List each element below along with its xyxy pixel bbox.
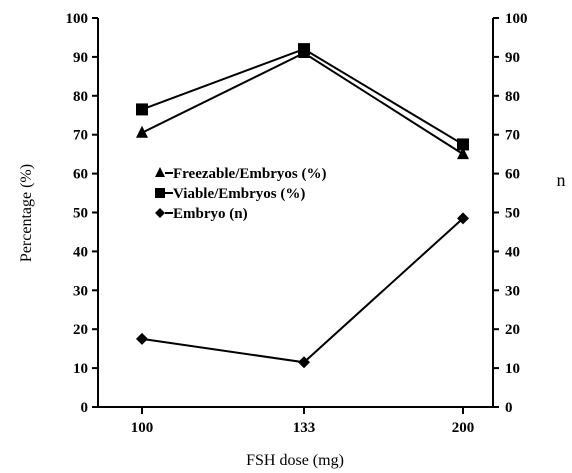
y-tick-label-left: 0 [81,400,89,416]
legend: Freezable/Embryos (%) Viable/Embryos (%) E… [155,166,326,222]
y-axis-title-right: n [557,170,566,190]
y-axis-title-left: Percentage (%) [18,164,35,262]
y-ticks-left: 0 10 20 30 40 50 60 70 80 90 100 [66,11,98,416]
data-point-diamond [298,356,310,369]
y-tick-label-left: 30 [73,283,88,299]
series-triangle [136,46,469,160]
y-tick-label-right: 80 [505,89,520,105]
y-tick-label-left: 60 [73,167,88,183]
data-point-square [298,43,310,56]
y-ticks-right: 0 10 20 30 40 50 60 70 80 90 100 [493,11,528,416]
y-tick-label-left: 40 [73,244,88,260]
legend-marker-triangle [155,167,165,177]
y-tick-label-right: 40 [505,244,520,260]
y-tick-label-right: 10 [505,361,520,377]
x-axis-title: FSH dose (mg) [246,452,344,469]
series-line [141,217,464,364]
x-tick-label: 100 [131,420,154,436]
y-tick-label-left: 20 [73,322,88,338]
series-diamond [136,212,469,369]
legend-item: Freezable/Embryos (%) [155,166,326,182]
y-tick-label-left: 70 [73,128,88,144]
series-layer [136,43,469,369]
y-tick-label-right: 20 [505,322,520,338]
legend-label: Viable/Embryos (%) [173,186,305,202]
data-point-diamond [136,332,148,345]
legend-label: Freezable/Embryos (%) [173,166,326,182]
legend-marker-diamond [155,208,165,218]
y-tick-label-left: 100 [66,11,89,27]
series-line [141,48,464,146]
y-tick-label-left: 90 [73,50,88,66]
y-tick-label-right: 30 [505,283,520,299]
legend-item: Viable/Embryos (%) [155,186,305,202]
y-tick-label-right: 100 [505,11,528,27]
series-square [136,43,469,151]
y-tick-label-right: 70 [505,128,520,144]
legend-marker-square [155,188,165,198]
y-tick-label-left: 50 [73,206,88,222]
data-point-square [136,103,148,116]
y-tick-label-right: 90 [505,50,520,66]
x-ticks: 100 133 200 [131,407,475,436]
data-point-triangle [136,125,148,138]
legend-item: Embryo (n) [155,206,248,222]
legend-label: Embryo (n) [173,206,248,222]
y-tick-label-left: 10 [73,361,88,377]
y-tick-label-right: 0 [505,400,513,416]
data-point-square [457,138,469,151]
y-tick-label-right: 50 [505,206,520,222]
x-tick-label: 200 [452,420,475,436]
x-tick-label: 133 [293,420,316,436]
data-point-triangle [457,147,469,160]
y-tick-label-left: 80 [73,89,88,105]
data-point-diamond [457,212,469,225]
y-tick-label-right: 60 [505,167,520,183]
series-line [141,51,464,155]
